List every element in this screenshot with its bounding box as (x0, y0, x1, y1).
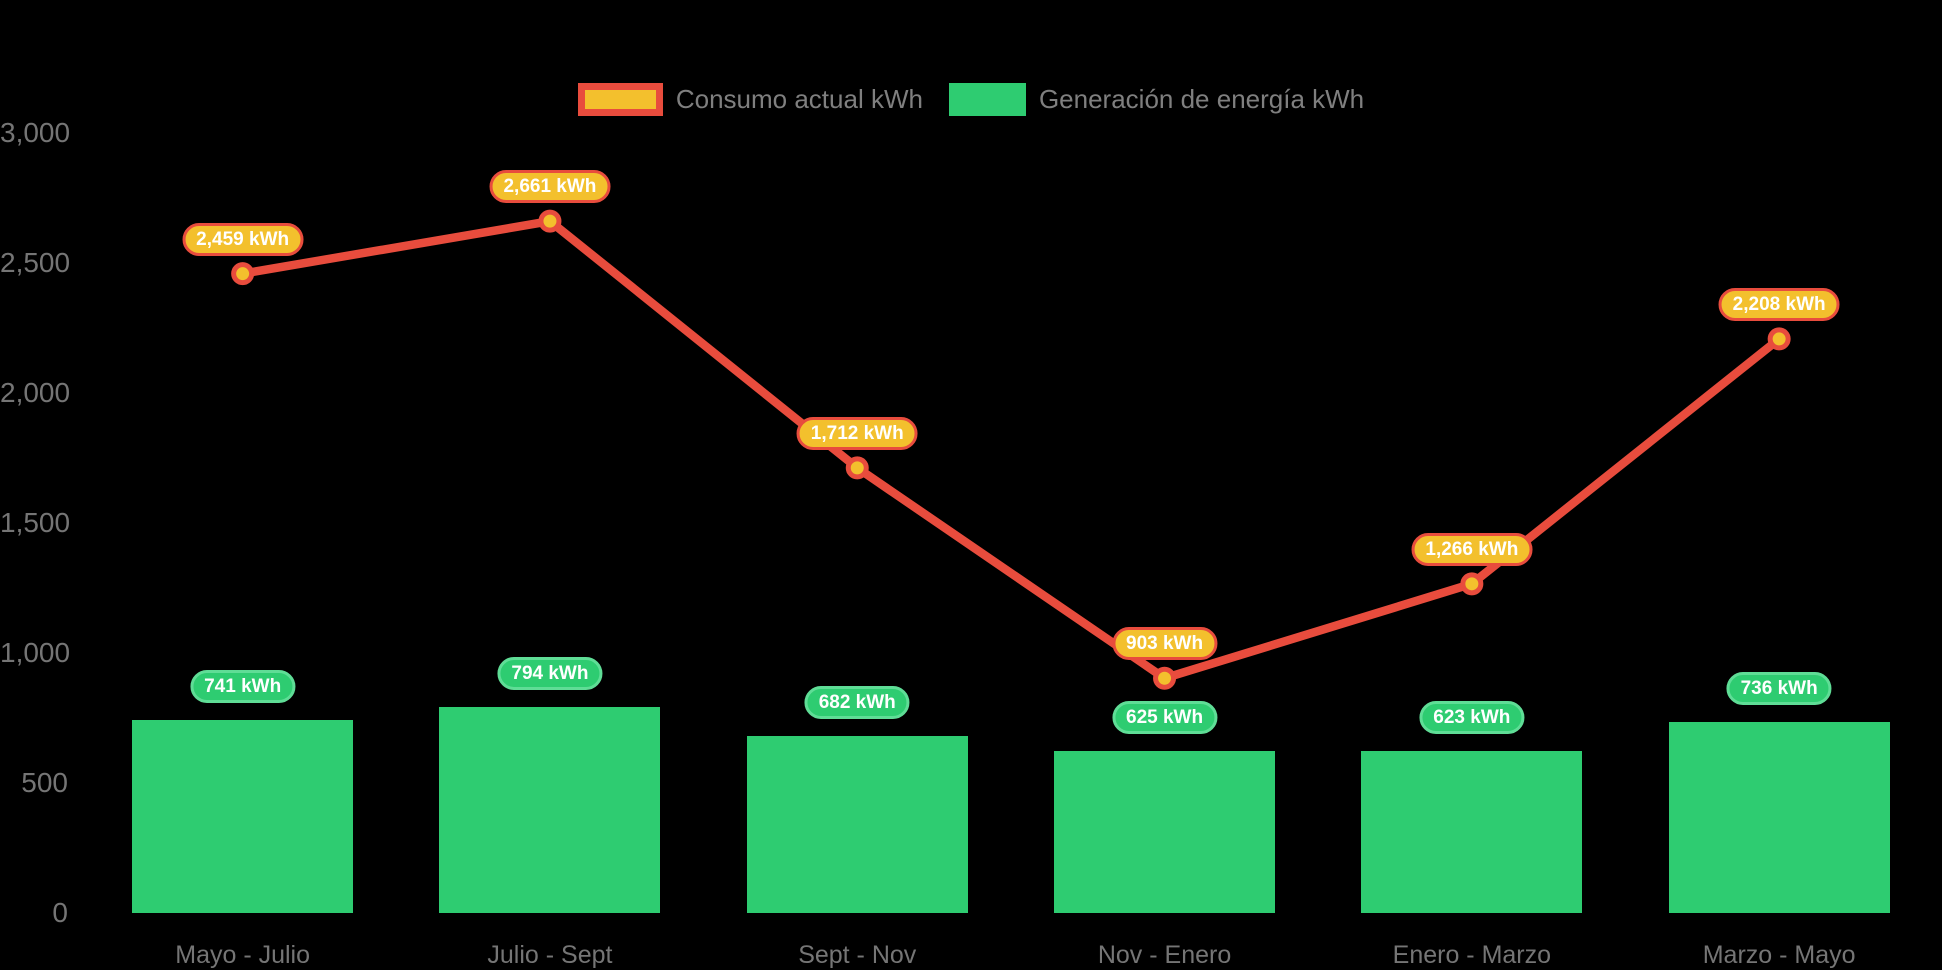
generacion-value-badge: 623 kWh (1419, 701, 1525, 735)
legend-item-consumo[interactable]: Consumo actual kWh (577, 83, 923, 116)
y-axis-tick-label: 2,500 (0, 247, 71, 278)
consumo-value-badge: 2,661 kWh (489, 170, 611, 204)
consumo-value-badge: 903 kWh (1112, 627, 1218, 661)
consumo-point-marker[interactable] (1153, 666, 1177, 690)
consumo-value-badge: 1,712 kWh (796, 416, 918, 450)
y-axis-tick-label: 3,000 (0, 117, 71, 148)
consumo-point-marker[interactable] (538, 209, 562, 233)
generacion-legend-swatch-icon (948, 83, 1026, 116)
consumo-value-badge: 1,266 kWh (1411, 532, 1533, 566)
generacion-bar[interactable] (746, 735, 968, 913)
x-axis-label: Sept - Nov (798, 941, 917, 969)
generacion-bar[interactable] (1668, 721, 1890, 913)
generacion-bar[interactable] (439, 706, 661, 913)
generacion-value-badge: 741 kWh (190, 670, 296, 704)
legend: Consumo actual kWh Generación de energía… (0, 83, 1942, 116)
consumo-line (241, 216, 1782, 683)
generacion-value-badge: 682 kWh (804, 685, 910, 719)
consumo-value-badge: 2,459 kWh (182, 222, 304, 256)
legend-label-generacion: Generación de energía kWh (1038, 84, 1365, 114)
legend-item-generacion[interactable]: Generación de energía kWh (948, 83, 1365, 116)
y-axis-tick-label: 1,500 (0, 507, 71, 538)
consumo-legend-swatch-icon (577, 83, 663, 116)
generacion-bar[interactable] (1054, 750, 1276, 913)
x-axis-label: Nov - Enero (1097, 941, 1232, 969)
y-axis-tick-label: 0 (52, 897, 68, 928)
x-axis-label: Julio - Sept (487, 941, 613, 969)
generacion-value-badge: 794 kWh (497, 656, 603, 690)
x-axis-label: Enero - Marzo (1392, 941, 1552, 969)
consumo-point-marker[interactable] (845, 456, 869, 480)
x-axis-label: Mayo - Julio (175, 941, 311, 969)
generacion-value-badge: 625 kWh (1112, 700, 1218, 734)
consumo-point-marker[interactable] (1767, 327, 1791, 351)
consumo-point-marker[interactable] (231, 262, 255, 286)
y-axis-tick-label: 1,000 (0, 637, 71, 668)
consumo-value-badge: 2,208 kWh (1718, 287, 1840, 321)
generacion-bar[interactable] (1361, 751, 1583, 913)
generacion-bar[interactable] (132, 720, 354, 913)
generacion-value-badge: 736 kWh (1726, 671, 1832, 705)
legend-label-consumo: Consumo actual kWh (675, 84, 923, 114)
x-axis-label: Marzo - Mayo (1702, 941, 1856, 969)
consumo-point-marker[interactable] (1460, 572, 1484, 596)
y-axis-tick-label: 2,000 (0, 377, 71, 408)
y-axis-tick-label: 500 (21, 767, 68, 798)
